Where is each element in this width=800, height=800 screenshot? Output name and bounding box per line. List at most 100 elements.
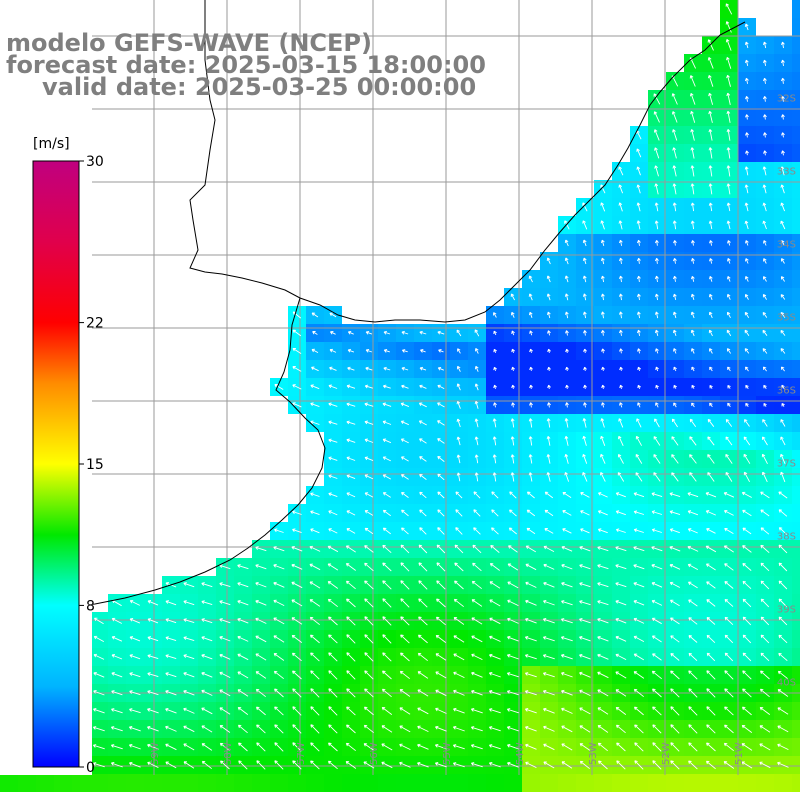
wind-arrow [597, 689, 609, 697]
wind-arrow [762, 294, 767, 300]
wind-arrow [561, 600, 573, 606]
wind-arrow [582, 239, 587, 247]
wind-arrow [382, 456, 392, 462]
wind-arrow [653, 436, 661, 446]
wind-arrow [255, 582, 267, 588]
wind-arrow [528, 454, 533, 464]
wind-arrow [418, 598, 428, 608]
wind-arrow [633, 617, 645, 624]
wind-arrow [619, 348, 623, 354]
wind-arrow [780, 471, 786, 483]
wind-cell [198, 774, 216, 792]
wind-cell [792, 342, 800, 360]
wind-arrow [346, 706, 356, 716]
wind-cell [450, 774, 468, 792]
wind-arrow [491, 509, 499, 517]
wind-arrow [723, 491, 735, 498]
wind-arrow [364, 492, 374, 498]
wind-arrow [688, 581, 698, 589]
wind-arrow [564, 275, 569, 283]
wind-arrow [399, 689, 411, 697]
wind-arrow [709, 275, 713, 282]
wind-arrow [741, 706, 752, 716]
wind-arrow [457, 348, 461, 354]
wind-arrow [652, 653, 662, 661]
wind-arrow [778, 509, 788, 517]
wind-arrow [707, 418, 715, 427]
wind-arrow [633, 492, 645, 498]
wind-arrow [653, 93, 661, 105]
wind-arrow [780, 41, 785, 49]
wind-arrow [690, 147, 695, 159]
wind-arrow [436, 580, 446, 590]
wind-arrow [93, 689, 105, 696]
wind-arrow [561, 689, 573, 696]
wind-arrow [580, 528, 590, 534]
wind-arrow [633, 564, 645, 570]
wind-arrow [328, 474, 338, 479]
wind-arrow [183, 582, 195, 588]
wind-arrow [598, 760, 608, 770]
wind-arrow [763, 384, 767, 389]
wind-arrow [310, 652, 320, 662]
wind-arrow [560, 654, 573, 660]
wind-arrow [401, 456, 409, 462]
wind-arrow [524, 654, 537, 660]
wind-arrow [597, 582, 609, 588]
wind-arrow [705, 545, 717, 553]
wind-arrow [744, 311, 750, 318]
wind-arrow [273, 670, 284, 680]
wind-arrow [438, 349, 444, 353]
wind-arrow [147, 743, 159, 750]
wind-arrow [237, 653, 249, 661]
wind-arrow [489, 617, 501, 625]
wind-arrow [741, 491, 752, 498]
wind-arrow [651, 528, 662, 533]
wind-arrow [473, 509, 481, 517]
wind-arrow [474, 472, 479, 482]
wind-arrow [474, 383, 479, 391]
wind-arrow [615, 671, 627, 679]
wind-arrow [561, 545, 573, 552]
wind-arrow [183, 672, 195, 678]
lat-label: 32S [777, 94, 796, 105]
wind-cell [594, 774, 612, 792]
wind-arrow [219, 707, 231, 715]
wind-arrow [492, 436, 497, 446]
wind-cell [468, 774, 486, 792]
wind-arrow [129, 654, 141, 660]
wind-cell [792, 594, 800, 612]
wind-arrow [418, 562, 428, 572]
wind-arrow [273, 563, 285, 570]
wind-arrow [655, 348, 659, 354]
wind-arrow [742, 688, 752, 698]
wind-arrow [687, 528, 698, 534]
wind-arrow [583, 330, 587, 336]
wind-arrow [382, 652, 392, 662]
wind-arrow [183, 689, 195, 696]
wind-arrow [778, 491, 788, 499]
wind-arrow [544, 528, 554, 534]
wind-arrow [615, 635, 627, 642]
wind-arrow [708, 329, 713, 337]
wind-arrow [470, 707, 483, 714]
wind-arrow [437, 366, 444, 371]
wind-arrow [400, 474, 409, 480]
wind-arrow [456, 472, 461, 482]
wind-arrow [417, 761, 429, 768]
wind-cell [792, 180, 800, 198]
wind-arrow [580, 492, 590, 498]
wind-arrow [328, 688, 338, 698]
wind-arrow [435, 634, 447, 643]
wind-arrow [600, 257, 605, 265]
wind-arrow [615, 653, 627, 661]
wind-arrow [292, 329, 302, 337]
wind-arrow [725, 21, 732, 33]
wind-arrow [742, 545, 752, 553]
wind-arrow [489, 653, 501, 660]
wind-arrow [724, 563, 734, 571]
wind-arrow [417, 689, 429, 697]
wind-arrow [582, 202, 588, 212]
wind-arrow [346, 598, 356, 608]
wind-arrow [454, 544, 464, 554]
